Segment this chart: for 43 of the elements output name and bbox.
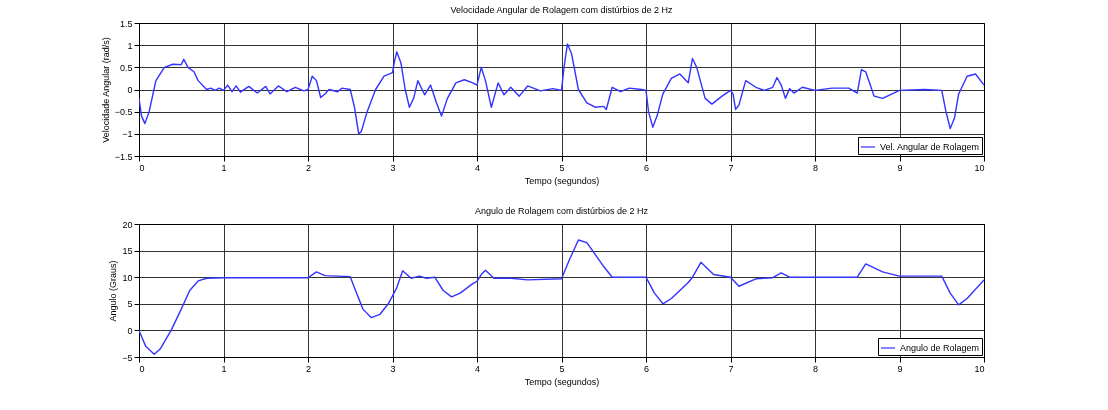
y-tick-label: −0.5 <box>114 107 133 118</box>
y-tick-label: 15 <box>122 246 133 257</box>
y-tick-label: 1.5 <box>119 18 133 29</box>
y-tick-label: 5 <box>127 299 133 310</box>
x-tick-label: 5 <box>559 363 565 374</box>
x-tick-label: 2 <box>305 162 312 173</box>
x-tick-label: 10 <box>974 162 985 173</box>
y-tick-label: −1.5 <box>114 151 133 162</box>
x-tick-label: 9 <box>897 162 903 173</box>
y-tick-label: 10 <box>122 272 133 283</box>
x-tick-label: 7 <box>728 162 734 173</box>
x-tick-label: 8 <box>812 162 819 173</box>
y-tick-label: −1 <box>122 129 133 140</box>
x-tick-label: 0 <box>139 162 145 173</box>
y-axis-title: Angulo (Graus) <box>108 260 119 322</box>
x-axis-title: Tempo (segundos) <box>524 376 600 387</box>
x-tick-label: 6 <box>643 363 650 374</box>
y-tick-label: −5 <box>122 352 133 363</box>
x-tick-label: 3 <box>390 162 396 173</box>
x-tick-label: 2 <box>305 363 312 374</box>
legend-label: Vel. Angular de Rolagem <box>880 142 980 152</box>
y-axis-title: Velocidade Angular (rad/s) <box>100 37 111 143</box>
y-tick-label: 20 <box>122 219 133 230</box>
y-tick-label: 0 <box>127 325 133 336</box>
y-tick-label: 1 <box>127 40 133 51</box>
y-tick-label: 0.5 <box>119 62 133 73</box>
x-tick-label: 4 <box>474 363 481 374</box>
x-tick-label: 0 <box>139 363 145 374</box>
x-tick-label: 6 <box>643 162 650 173</box>
x-tick-label: 1 <box>221 363 227 374</box>
x-tick-label: 5 <box>559 162 565 173</box>
x-tick-label: 3 <box>390 363 396 374</box>
chart-title: Angulo de Rolagem com distúrbios de 2 Hz <box>474 206 649 216</box>
legend-label: Angulo de Rolagem <box>900 343 980 353</box>
x-axis-title: Tempo (segundos) <box>524 175 600 186</box>
x-tick-label: 9 <box>897 363 903 374</box>
x-tick-label: 4 <box>474 162 481 173</box>
x-tick-label: 8 <box>812 363 819 374</box>
x-tick-label: 10 <box>974 363 985 374</box>
x-tick-label: 7 <box>728 363 734 374</box>
y-tick-label: 0 <box>127 85 133 95</box>
x-tick-label: 1 <box>221 162 227 173</box>
chart-title: Velocidade Angular de Rolagem com distúrbios de 2 Hz <box>450 5 674 15</box>
